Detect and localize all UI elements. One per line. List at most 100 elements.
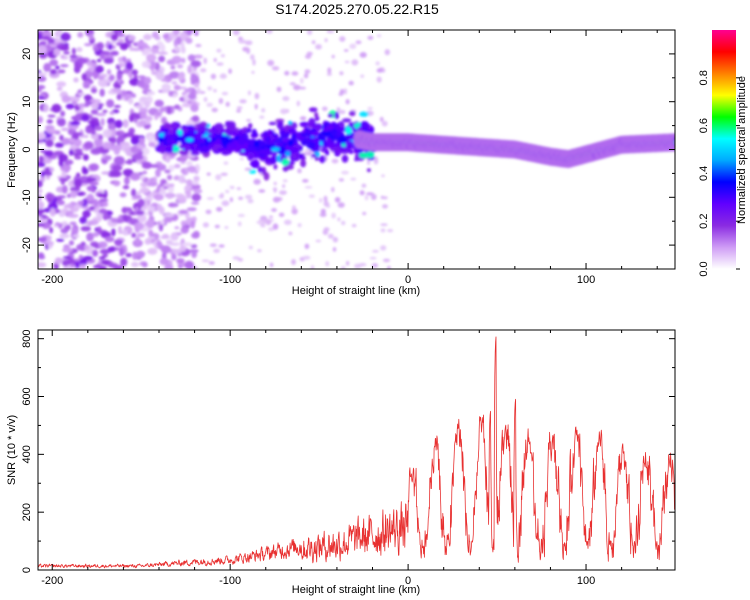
heatmap-cell (129, 78, 140, 86)
heatmap-cell (104, 155, 112, 161)
heatmap-cell (339, 89, 345, 95)
spectrogram-y-ticks: -20 -10 0 10 20 (21, 29, 675, 270)
heatmap-cell (167, 106, 172, 115)
heatmap-cell (99, 88, 105, 97)
heatmap-cell (110, 33, 118, 42)
heatmap-cell (202, 222, 209, 228)
heatmap-cell (116, 132, 121, 136)
heatmap-cell (271, 147, 280, 152)
heatmap-cell (348, 80, 354, 86)
heatmap-cell (97, 76, 105, 80)
heatmap-cell (165, 155, 171, 163)
heatmap-cell (190, 220, 196, 229)
heatmap-cell (207, 134, 212, 139)
heatmap-cell (341, 170, 349, 175)
heatmap-cell (367, 35, 374, 40)
heatmap-cell (122, 68, 131, 74)
heatmap-cell (165, 38, 173, 42)
y-tick-label: 0 (21, 146, 33, 152)
heatmap-cell (237, 258, 244, 262)
heatmap-cell (38, 255, 46, 260)
heatmap-cell (252, 131, 258, 137)
heatmap-cell (374, 156, 379, 163)
heatmap-cell (147, 247, 158, 255)
heatmap-cell (84, 43, 93, 47)
heatmap-cell (159, 186, 165, 192)
heatmap-cell (73, 77, 79, 83)
heatmap-cell (87, 66, 95, 72)
colorbar-tick-label: 0.6 (698, 118, 710, 133)
heatmap-cell (82, 154, 89, 161)
heatmap-cell (300, 133, 310, 137)
heatmap-cell (69, 186, 81, 192)
heatmap-cell (355, 40, 362, 45)
heatmap-cell (45, 139, 54, 148)
heatmap-cell (332, 122, 339, 128)
heatmap-cell (339, 71, 344, 76)
heatmap-cell (291, 133, 297, 142)
heatmap-cell (237, 221, 242, 227)
heatmap-cell (380, 195, 384, 199)
heatmap-cell (276, 142, 285, 148)
heatmap-cell (305, 54, 312, 59)
spectrogram-x-ticks: -200 -100 0 100 (41, 30, 658, 286)
heatmap-cell (61, 259, 70, 267)
heatmap-cell (132, 154, 144, 161)
heatmap-cell (273, 181, 277, 186)
heatmap-cell (99, 53, 105, 60)
heatmap-cell (102, 109, 108, 113)
heatmap-cell (61, 170, 66, 178)
heatmap-cell (159, 257, 169, 266)
heatmap-cell (225, 101, 230, 107)
heatmap-cell (369, 257, 377, 260)
heatmap-cell (264, 135, 271, 144)
heatmap-cell (366, 159, 371, 166)
heatmap-cell (302, 179, 309, 183)
heatmap-cell (65, 103, 75, 110)
heatmap-cell (74, 113, 84, 122)
heatmap-cell (108, 43, 113, 50)
heatmap-cell (672, 134, 675, 151)
heatmap-cell (204, 137, 210, 147)
heatmap-cell (109, 74, 115, 81)
heatmap-cell (326, 73, 332, 76)
heatmap-cell (193, 175, 200, 182)
heatmap-cell (213, 58, 217, 62)
heatmap-cell (224, 226, 229, 229)
heatmap-cell (38, 223, 45, 227)
heatmap-cell (325, 121, 330, 126)
heatmap-cell (123, 229, 128, 236)
heatmap-cell (210, 73, 217, 80)
heatmap-cell (57, 69, 66, 74)
heatmap-cell (46, 235, 52, 241)
heatmap-cell (349, 43, 357, 50)
heatmap-cell (194, 170, 199, 175)
heatmap-cell (236, 106, 243, 110)
heatmap-cell (191, 193, 202, 202)
heatmap-cell (246, 119, 252, 122)
spectrogram-x-axis-label: Height of straight line (km) (292, 285, 420, 297)
heatmap-cell (38, 85, 46, 90)
heatmap-cell (122, 185, 130, 190)
heatmap-cell (136, 233, 145, 238)
heatmap-cell (282, 179, 288, 183)
heatmap-cell (291, 71, 299, 76)
heatmap-cell (299, 86, 307, 90)
heatmap-cell (131, 261, 139, 268)
heatmap-cell (236, 109, 242, 113)
heatmap-cell (60, 32, 71, 42)
heatmap-cell (198, 125, 207, 132)
heatmap-cell (243, 151, 249, 157)
heatmap-cell (38, 188, 43, 194)
heatmap-cell (143, 76, 152, 85)
heatmap-cell (179, 32, 188, 40)
heatmap-cell (382, 258, 391, 263)
heatmap-cell (166, 174, 173, 181)
colorbar-tick-label: 0.8 (698, 70, 710, 85)
heatmap-cell (90, 88, 98, 94)
heatmap-cell (113, 147, 120, 155)
heatmap-cell (270, 262, 274, 268)
heatmap-cell (266, 30, 273, 34)
heatmap-cell (53, 48, 61, 57)
heatmap-cell (47, 37, 55, 44)
